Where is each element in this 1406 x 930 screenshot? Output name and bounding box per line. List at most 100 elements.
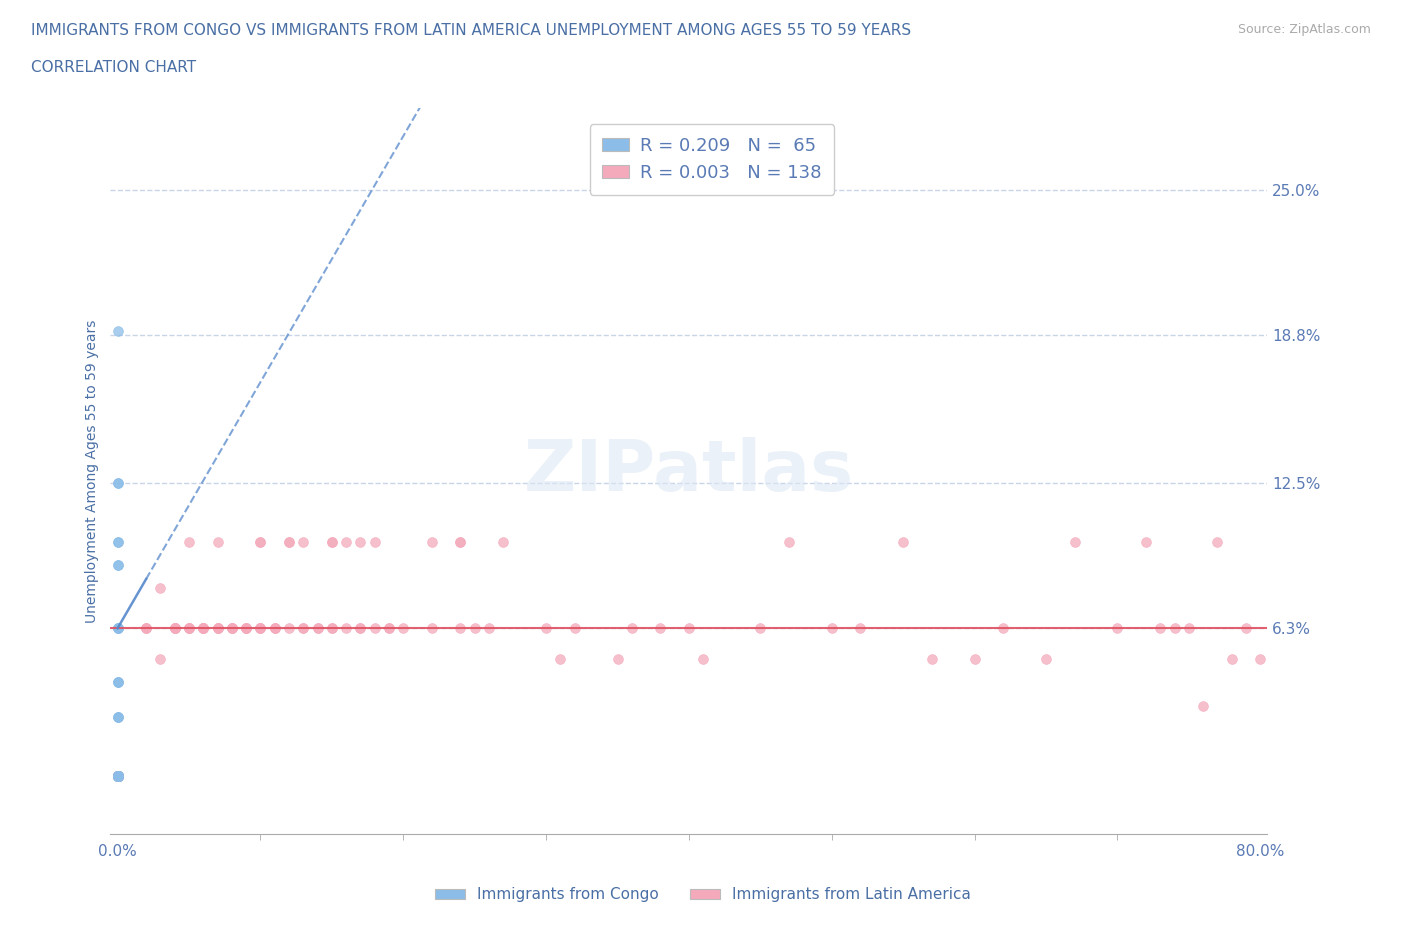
- Point: [235, 621, 257, 636]
- Point: [1206, 534, 1229, 549]
- Point: [107, 768, 129, 783]
- Point: [107, 768, 129, 783]
- Point: [107, 768, 129, 783]
- Point: [193, 621, 215, 636]
- Point: [107, 768, 129, 783]
- Legend: R = 0.209   N =  65, R = 0.003   N = 138: R = 0.209 N = 65, R = 0.003 N = 138: [589, 125, 834, 194]
- Point: [149, 581, 172, 596]
- Point: [1135, 534, 1157, 549]
- Point: [263, 621, 285, 636]
- Point: [107, 768, 129, 783]
- Point: [107, 768, 129, 783]
- Point: [107, 768, 129, 783]
- Point: [292, 621, 315, 636]
- Point: [107, 768, 129, 783]
- Point: [107, 768, 129, 783]
- Point: [107, 768, 129, 783]
- Point: [107, 768, 129, 783]
- Point: [221, 621, 243, 636]
- Point: [278, 534, 301, 549]
- Point: [107, 768, 129, 783]
- Point: [1234, 621, 1257, 636]
- Point: [107, 710, 129, 724]
- Point: [107, 768, 129, 783]
- Point: [107, 768, 129, 783]
- Point: [420, 621, 443, 636]
- Point: [107, 674, 129, 689]
- Point: [620, 621, 643, 636]
- Point: [107, 768, 129, 783]
- Point: [249, 534, 271, 549]
- Point: [307, 621, 329, 636]
- Point: [107, 768, 129, 783]
- Point: [135, 621, 157, 636]
- Point: [378, 621, 401, 636]
- Point: [107, 674, 129, 689]
- Point: [107, 768, 129, 783]
- Point: [107, 768, 129, 783]
- Point: [163, 621, 186, 636]
- Point: [107, 768, 129, 783]
- Point: [392, 621, 415, 636]
- Point: [107, 768, 129, 783]
- Point: [335, 621, 357, 636]
- Point: [534, 621, 557, 636]
- Point: [207, 621, 229, 636]
- Point: [107, 768, 129, 783]
- Point: [849, 621, 872, 636]
- Point: [1192, 698, 1215, 713]
- Point: [107, 621, 129, 636]
- Point: [107, 768, 129, 783]
- Text: ZIPatlas: ZIPatlas: [524, 437, 853, 506]
- Point: [107, 768, 129, 783]
- Point: [107, 558, 129, 573]
- Point: [177, 621, 200, 636]
- Point: [107, 768, 129, 783]
- Point: [221, 621, 243, 636]
- Point: [107, 324, 129, 339]
- Point: [363, 621, 385, 636]
- Point: [107, 768, 129, 783]
- Point: [564, 621, 586, 636]
- Point: [163, 621, 186, 636]
- Point: [292, 621, 315, 636]
- Point: [107, 768, 129, 783]
- Point: [1035, 651, 1057, 666]
- Point: [107, 674, 129, 689]
- Point: [1249, 651, 1271, 666]
- Point: [307, 621, 329, 636]
- Point: [207, 621, 229, 636]
- Point: [177, 621, 200, 636]
- Point: [249, 621, 271, 636]
- Point: [177, 621, 200, 636]
- Point: [107, 710, 129, 724]
- Point: [107, 621, 129, 636]
- Point: [263, 621, 285, 636]
- Point: [278, 534, 301, 549]
- Point: [107, 768, 129, 783]
- Point: [107, 768, 129, 783]
- Point: [464, 621, 486, 636]
- Point: [1107, 621, 1129, 636]
- Point: [107, 534, 129, 549]
- Point: [207, 621, 229, 636]
- Point: [107, 558, 129, 573]
- Point: [235, 621, 257, 636]
- Point: [107, 768, 129, 783]
- Point: [321, 534, 343, 549]
- Point: [163, 621, 186, 636]
- Y-axis label: Unemployment Among Ages 55 to 59 years: Unemployment Among Ages 55 to 59 years: [86, 320, 100, 623]
- Point: [177, 621, 200, 636]
- Point: [107, 475, 129, 490]
- Point: [1220, 651, 1243, 666]
- Point: [1163, 621, 1185, 636]
- Point: [650, 621, 672, 636]
- Point: [292, 534, 315, 549]
- Point: [107, 768, 129, 783]
- Point: [1178, 621, 1201, 636]
- Point: [107, 768, 129, 783]
- Point: [221, 621, 243, 636]
- Point: [107, 768, 129, 783]
- Point: [321, 621, 343, 636]
- Point: [107, 768, 129, 783]
